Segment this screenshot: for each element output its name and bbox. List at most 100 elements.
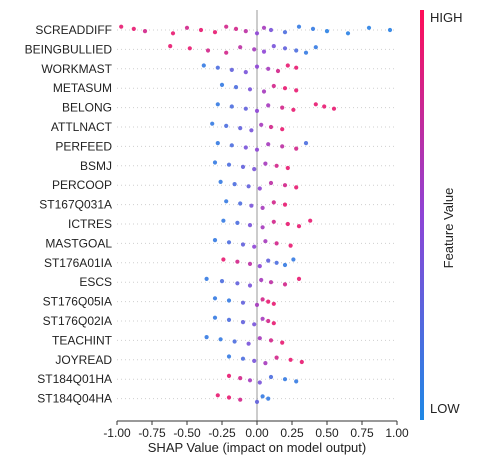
shap-point <box>260 316 265 321</box>
shap-point <box>282 30 288 35</box>
shap-point <box>238 126 243 131</box>
shap-point <box>268 124 274 130</box>
shap-point <box>263 361 268 366</box>
shap-point <box>229 104 234 109</box>
colorbar <box>420 10 424 420</box>
shap-point <box>249 128 254 133</box>
shap-point <box>218 179 223 184</box>
shap-point <box>240 164 246 169</box>
shap-point <box>247 87 253 92</box>
shap-point <box>240 242 246 247</box>
shap-point <box>240 320 246 325</box>
shap-point <box>294 65 299 70</box>
colorbar-low-label: LOW <box>430 401 460 416</box>
shap-point <box>235 259 240 264</box>
shap-point <box>303 141 309 146</box>
shap-point <box>204 335 209 340</box>
colorbar-high-label: HIGH <box>430 10 463 25</box>
shap-point <box>268 374 274 380</box>
feature-rows: SCREADDIFF BEINGBULLIED WORKMAST METASUM BEL… <box>25 23 397 406</box>
shap-point <box>271 301 276 306</box>
shap-point <box>210 121 215 126</box>
feature-label: BSMJ <box>80 159 112 173</box>
shap-point <box>249 203 254 208</box>
shap-point <box>260 205 265 210</box>
shap-point <box>221 257 226 262</box>
x-tick-label: -1.00 <box>103 426 131 440</box>
shap-point <box>266 258 271 263</box>
feature-label: METASUM <box>53 81 112 95</box>
shap-point <box>259 277 264 283</box>
shap-point <box>254 64 260 69</box>
shap-point <box>296 276 302 281</box>
shap-point <box>268 27 274 33</box>
shap-point <box>268 280 274 285</box>
shap-point <box>271 219 276 224</box>
shap-point <box>212 160 218 165</box>
shap-point <box>224 24 229 29</box>
shap-point <box>254 31 260 36</box>
shap-point <box>285 63 290 68</box>
shap-point <box>285 221 290 227</box>
shap-point <box>212 296 218 301</box>
shap-point <box>257 336 262 341</box>
shap-point <box>243 106 248 111</box>
shap-point <box>254 302 260 307</box>
shap-point <box>254 147 260 152</box>
shap-point <box>294 48 299 53</box>
shap-point <box>275 68 281 74</box>
shap-point <box>232 182 237 187</box>
shap-points <box>119 24 393 404</box>
shap-point <box>215 65 220 70</box>
shap-point <box>252 47 257 52</box>
x-tick-label: 1.00 <box>385 426 409 440</box>
shap-point <box>224 50 229 55</box>
shap-point <box>205 48 211 53</box>
shap-point <box>215 393 220 398</box>
feature-label: ST176Q02IA <box>43 314 112 328</box>
shap-point <box>226 298 232 303</box>
shap-point <box>221 218 226 223</box>
shap-point <box>366 25 372 30</box>
shap-point <box>387 27 393 33</box>
shap-point <box>288 243 293 248</box>
feature-label: JOYREAD <box>55 353 112 367</box>
shap-point <box>170 31 176 36</box>
shap-point <box>198 27 204 33</box>
x-tick-label: 0.00 <box>245 426 269 440</box>
shap-point <box>254 399 260 404</box>
shap-point <box>254 108 260 113</box>
shap-point <box>280 340 285 345</box>
shap-point <box>282 377 288 382</box>
shap-point <box>271 83 276 89</box>
shap-point <box>296 24 302 29</box>
feature-label: PERFEED <box>55 139 112 153</box>
shap-point <box>219 82 225 87</box>
shap-point <box>131 26 136 31</box>
shap-point <box>240 300 246 305</box>
shap-point <box>268 338 274 343</box>
shap-point <box>260 297 265 302</box>
shap-point <box>204 276 209 281</box>
shap-point <box>257 380 262 385</box>
shap-point <box>257 264 262 269</box>
shap-point <box>233 26 239 31</box>
feature-label: BELONG <box>62 101 112 115</box>
shap-point <box>261 89 267 94</box>
shap-point <box>266 103 271 108</box>
shap-point <box>310 26 316 31</box>
feature-label: SCREADDIFF <box>35 23 112 37</box>
shap-point <box>260 225 265 230</box>
x-tick-label: -0.75 <box>138 426 166 440</box>
shap-point <box>345 31 351 36</box>
shap-point <box>252 167 257 172</box>
shap-point <box>184 25 190 30</box>
shap-point <box>212 315 218 320</box>
shap-point <box>218 337 223 342</box>
shap-point <box>261 25 267 30</box>
shap-point <box>308 218 313 223</box>
shap-point <box>119 24 124 29</box>
shap-point <box>252 358 257 363</box>
shap-point <box>282 183 288 188</box>
